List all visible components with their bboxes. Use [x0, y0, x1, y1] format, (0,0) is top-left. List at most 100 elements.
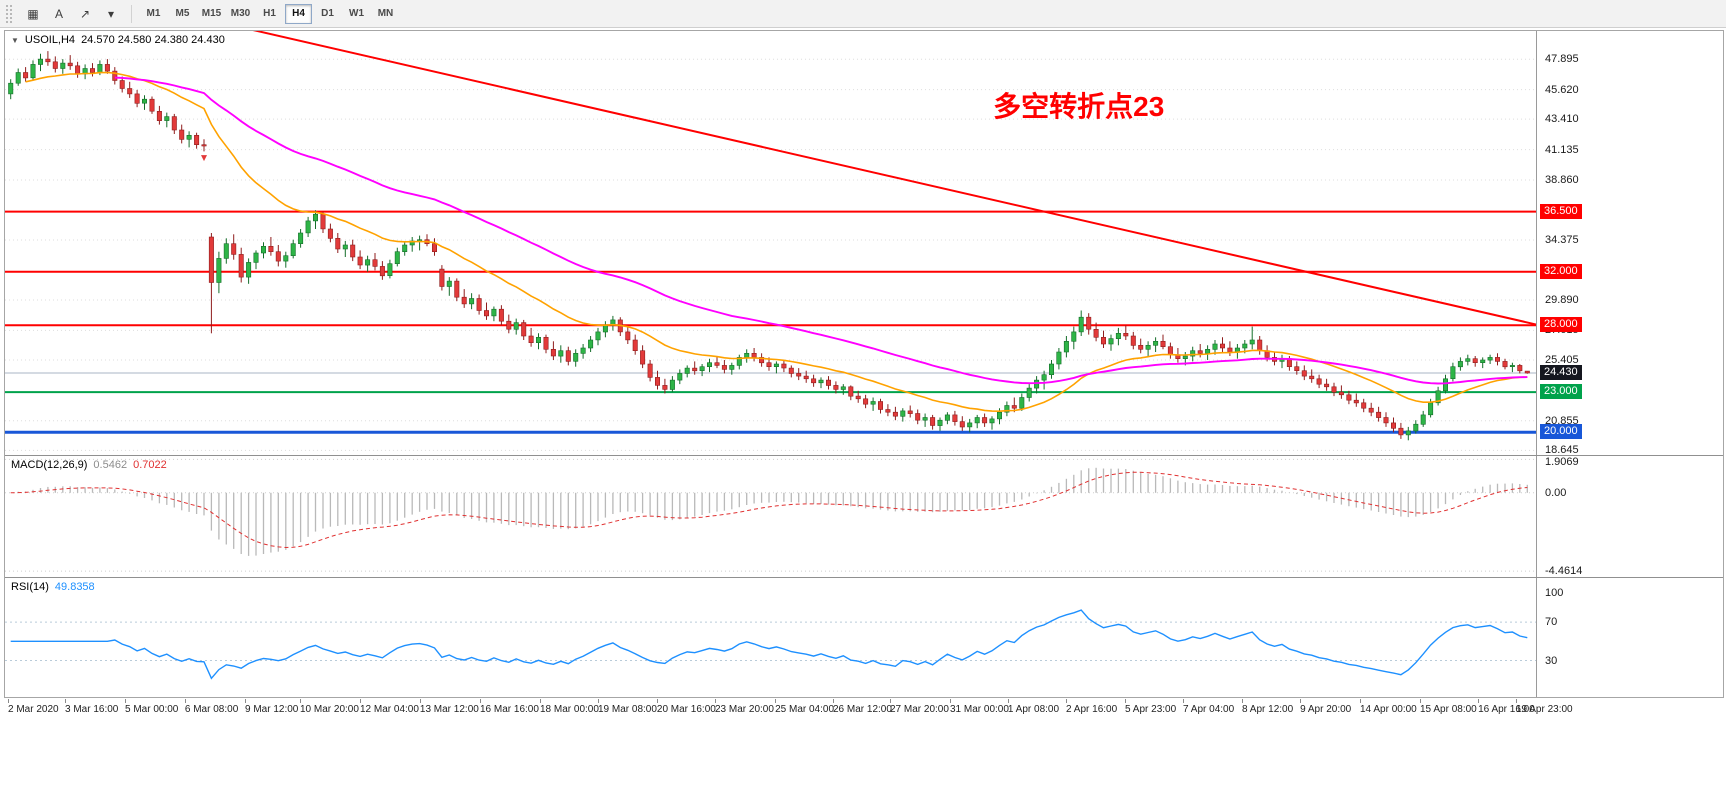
timeframe-m15[interactable]: M15 — [201, 8, 222, 19]
time-axis-label: 9 Mar 12:00 — [245, 704, 299, 715]
chart-grid-icon[interactable]: ▦ — [27, 6, 39, 21]
rsi-panel: RSI(14) 49.8358 100 70 30 — [5, 577, 1723, 697]
time-tick — [715, 699, 716, 703]
time-tick — [1420, 699, 1421, 703]
time-axis-label: 12 Mar 04:00 — [360, 704, 419, 715]
timeframe-buttons-group: M1 M5 M15 M30 H1 H4 D1 W1 MN — [139, 3, 400, 24]
time-tick — [950, 699, 951, 703]
price-plot[interactable] — [5, 31, 1537, 455]
time-tick — [540, 699, 541, 703]
time-tick — [65, 699, 66, 703]
time-axis-label: 10 Mar 20:00 — [300, 704, 359, 715]
axis-label: 30 — [1545, 654, 1558, 667]
text-label-icon[interactable]: A — [54, 6, 63, 21]
macd-plot[interactable] — [5, 456, 1537, 577]
rsi-plot[interactable] — [5, 578, 1537, 697]
time-tick — [1242, 699, 1243, 703]
time-tick — [598, 699, 599, 703]
macd-header: MACD(12,26,9) 0.5462 0.7022 — [11, 459, 167, 471]
timeframe-mn[interactable]: MN — [377, 8, 394, 19]
price-axis[interactable]: 47.895 45.620 43.410 41.135 38.860 34.375 29.8… — [1538, 31, 1723, 457]
timeframe-w1[interactable]: W1 — [349, 8, 364, 19]
time-axis-label: 2 Apr 16:00 — [1066, 704, 1118, 715]
collapse-icon[interactable]: ▼ — [11, 35, 19, 45]
timeframe-m30[interactable]: M30 — [230, 8, 251, 19]
rsi-svg[interactable] — [5, 578, 1537, 697]
axis-label: 38.860 — [1545, 174, 1579, 186]
arrow-tool-icon[interactable]: ↗ — [79, 6, 91, 21]
chart-area: ▼ USOIL,H4 24.570 24.580 24.380 24.430 多… — [0, 28, 1726, 794]
toolbar-grip[interactable] — [6, 4, 12, 23]
time-axis-label: 7 Apr 04:00 — [1183, 704, 1235, 715]
axis-label: 18.645 — [1545, 444, 1579, 457]
macd-panel: MACD(12,26,9) 0.5462 0.7022 1.9069 0.00 -4… — [5, 455, 1723, 577]
rsi-value: 49.8358 — [54, 581, 95, 593]
time-axis-label: 1 Apr 08:00 — [1007, 704, 1060, 715]
time-tick — [245, 699, 246, 703]
axis-price-badge: 23.000 — [1540, 384, 1582, 400]
axis-label: 20.855 — [1545, 414, 1579, 427]
time-axis-label: 5 Mar 00:00 — [125, 704, 179, 715]
time-axis-label: 20 Mar 16:00 — [656, 704, 716, 715]
price-chart-svg[interactable] — [5, 31, 1537, 455]
time-tick — [656, 699, 658, 703]
time-axis-label: 16 Mar 16:00 — [480, 704, 539, 715]
time-axis-label: 8 Apr 12:00 — [1242, 704, 1294, 715]
time-tick — [1478, 699, 1480, 703]
time-tick — [1066, 699, 1067, 703]
rsi-label: RSI(14) — [11, 581, 49, 593]
time-tick — [1183, 699, 1184, 703]
timeframe-d1[interactable]: D1 — [321, 8, 334, 19]
rsi-axis[interactable]: 100 70 30 — [1538, 578, 1723, 697]
axis-price-badge: 36.500 — [1540, 203, 1582, 219]
axis-price-badge: 28.000 — [1540, 317, 1582, 333]
time-tick — [775, 699, 777, 703]
time-axis[interactable]: 2 Mar 2020 3 Mar 16:00 5 Mar 00:00 6 Mar 08… — [4, 699, 1724, 721]
axis-label: 1.9069 — [1545, 456, 1579, 468]
time-axis-label: 5 Apr 23:00 — [1125, 704, 1177, 715]
macd-main-value: 0.5462 — [93, 459, 128, 471]
toolbar-separator — [131, 4, 132, 23]
rsi-header: RSI(14) 49.8358 — [11, 581, 95, 593]
time-axis-label: 3 Mar 16:00 — [65, 704, 119, 715]
macd-signal-value: 0.7022 — [133, 459, 167, 471]
axis-label: 34.375 — [1545, 233, 1579, 246]
timeframe-m5[interactable]: M5 — [175, 8, 190, 19]
time-tick — [184, 699, 186, 703]
time-axis-label: 25 Mar 04:00 — [775, 704, 835, 715]
axis-label: 47.895 — [1545, 53, 1579, 66]
time-axis-label: 15 Apr 08:00 — [1420, 704, 1477, 715]
time-tick — [833, 699, 834, 703]
timeframe-m1[interactable]: M1 — [146, 8, 161, 19]
symbol-name: USOIL,H4 — [24, 34, 76, 46]
time-tick — [1515, 699, 1517, 703]
time-axis-label: 27 Mar 20:00 — [890, 704, 949, 715]
time-axis-label: 19 Mar 08:00 — [598, 704, 657, 715]
chart-annotation-text[interactable]: 多空转折点23 — [993, 90, 1165, 122]
timeframe-h1[interactable]: H1 — [263, 8, 276, 19]
time-axis-label: 18 Mar 00:00 — [540, 704, 599, 715]
axis-label: 41.135 — [1545, 143, 1579, 156]
drawing-tools-group: ▦ A ↗ ▾ — [20, 3, 124, 25]
axis-price-badge: 20.000 — [1540, 424, 1582, 440]
time-tick — [419, 699, 421, 703]
time-axis-label: 16 Apr 16:00 — [1478, 704, 1535, 715]
macd-axis[interactable]: 1.9069 0.00 -4.4614 — [1538, 456, 1723, 577]
time-axis-label: 13 Mar 12:00 — [419, 704, 479, 715]
symbol-header: ▼ USOIL,H4 24.570 24.580 24.380 24.430 — [11, 34, 225, 46]
axis-label: 45.620 — [1545, 83, 1579, 96]
time-tick — [1125, 699, 1126, 703]
toolbar: ▦ A ↗ ▾ M1 M5 M15 M30 H1 H4 D1 W1 MN — [0, 0, 1726, 28]
macd-svg[interactable] — [5, 456, 1537, 577]
time-tick — [1007, 699, 1009, 703]
axis-label: 100 — [1545, 587, 1564, 600]
time-tick — [890, 699, 891, 703]
tools-dropdown-icon[interactable]: ▾ — [107, 6, 115, 21]
time-tick — [480, 699, 481, 703]
time-tick — [1300, 699, 1302, 703]
time-axis-label: 2 Mar 2020 — [8, 704, 59, 715]
time-axis-label: 14 Apr 00:00 — [1360, 704, 1417, 715]
timeframe-h4[interactable]: H4 — [285, 3, 312, 24]
time-axis-label: 6 Mar 08:00 — [184, 704, 239, 715]
axis-price-badge: 24.430 — [1540, 365, 1582, 380]
